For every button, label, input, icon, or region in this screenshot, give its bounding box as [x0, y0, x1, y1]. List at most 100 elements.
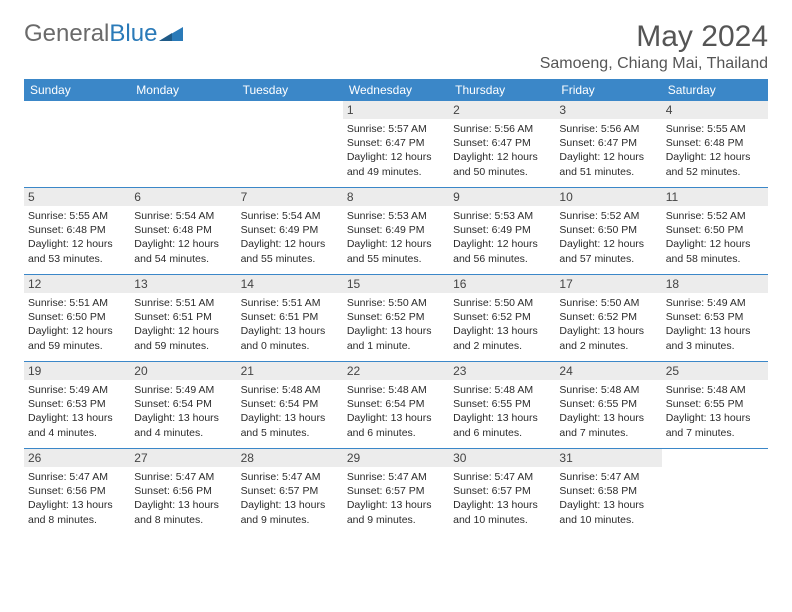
daylight-text: Daylight: 13 hours	[666, 324, 764, 338]
day-cell: 30Sunrise: 5:47 AMSunset: 6:57 PMDayligh…	[449, 449, 555, 535]
sunrise-text: Sunrise: 5:52 AM	[666, 209, 764, 223]
sunset-text: Sunset: 6:50 PM	[28, 310, 126, 324]
day-number: 10	[555, 188, 661, 206]
day-cell	[24, 101, 130, 187]
header: GeneralBlue May 2024 Samoeng, Chiang Mai…	[24, 20, 768, 73]
daylight-text: and 50 minutes.	[453, 165, 551, 179]
day-cell: 20Sunrise: 5:49 AMSunset: 6:54 PMDayligh…	[130, 362, 236, 448]
daylight-text: and 56 minutes.	[453, 252, 551, 266]
daylight-text: and 10 minutes.	[453, 513, 551, 527]
month-title: May 2024	[540, 20, 768, 53]
sunset-text: Sunset: 6:57 PM	[241, 484, 339, 498]
sunset-text: Sunset: 6:49 PM	[241, 223, 339, 237]
day-number: 31	[555, 449, 661, 467]
sunrise-text: Sunrise: 5:54 AM	[241, 209, 339, 223]
sunrise-text: Sunrise: 5:52 AM	[559, 209, 657, 223]
daylight-text: Daylight: 13 hours	[241, 498, 339, 512]
day-cell: 18Sunrise: 5:49 AMSunset: 6:53 PMDayligh…	[662, 275, 768, 361]
daylight-text: Daylight: 12 hours	[559, 150, 657, 164]
day-number: 8	[343, 188, 449, 206]
sunset-text: Sunset: 6:53 PM	[666, 310, 764, 324]
weekday-header: Thursday	[449, 79, 555, 101]
day-cell: 12Sunrise: 5:51 AMSunset: 6:50 PMDayligh…	[24, 275, 130, 361]
daylight-text: Daylight: 13 hours	[347, 498, 445, 512]
daylight-text: and 5 minutes.	[241, 426, 339, 440]
day-number: 14	[237, 275, 343, 293]
day-cell: 13Sunrise: 5:51 AMSunset: 6:51 PMDayligh…	[130, 275, 236, 361]
sunrise-text: Sunrise: 5:47 AM	[347, 470, 445, 484]
weekday-header-row: Sunday Monday Tuesday Wednesday Thursday…	[24, 79, 768, 101]
day-number: 25	[662, 362, 768, 380]
sunrise-text: Sunrise: 5:50 AM	[347, 296, 445, 310]
daylight-text: Daylight: 13 hours	[241, 411, 339, 425]
day-number: 22	[343, 362, 449, 380]
sunset-text: Sunset: 6:54 PM	[134, 397, 232, 411]
day-cell: 8Sunrise: 5:53 AMSunset: 6:49 PMDaylight…	[343, 188, 449, 274]
day-number: 19	[24, 362, 130, 380]
sunset-text: Sunset: 6:52 PM	[559, 310, 657, 324]
sunset-text: Sunset: 6:57 PM	[453, 484, 551, 498]
day-cell: 22Sunrise: 5:48 AMSunset: 6:54 PMDayligh…	[343, 362, 449, 448]
day-cell: 16Sunrise: 5:50 AMSunset: 6:52 PMDayligh…	[449, 275, 555, 361]
location-label: Samoeng, Chiang Mai, Thailand	[540, 55, 768, 73]
day-cell: 11Sunrise: 5:52 AMSunset: 6:50 PMDayligh…	[662, 188, 768, 274]
day-number: 20	[130, 362, 236, 380]
daylight-text: Daylight: 12 hours	[134, 324, 232, 338]
daylight-text: and 58 minutes.	[666, 252, 764, 266]
sunrise-text: Sunrise: 5:54 AM	[134, 209, 232, 223]
sunrise-text: Sunrise: 5:53 AM	[347, 209, 445, 223]
sunrise-text: Sunrise: 5:48 AM	[666, 383, 764, 397]
daylight-text: and 4 minutes.	[134, 426, 232, 440]
sunset-text: Sunset: 6:55 PM	[453, 397, 551, 411]
weekday-header: Tuesday	[237, 79, 343, 101]
sunrise-text: Sunrise: 5:50 AM	[559, 296, 657, 310]
day-number: 21	[237, 362, 343, 380]
day-cell: 25Sunrise: 5:48 AMSunset: 6:55 PMDayligh…	[662, 362, 768, 448]
sunset-text: Sunset: 6:54 PM	[347, 397, 445, 411]
day-number: 28	[237, 449, 343, 467]
daylight-text: and 52 minutes.	[666, 165, 764, 179]
sunset-text: Sunset: 6:50 PM	[666, 223, 764, 237]
daylight-text: and 59 minutes.	[28, 339, 126, 353]
sunset-text: Sunset: 6:47 PM	[559, 136, 657, 150]
daylight-text: Daylight: 12 hours	[453, 237, 551, 251]
daylight-text: and 53 minutes.	[28, 252, 126, 266]
week-row: 19Sunrise: 5:49 AMSunset: 6:53 PMDayligh…	[24, 361, 768, 448]
sunset-text: Sunset: 6:55 PM	[666, 397, 764, 411]
sunrise-text: Sunrise: 5:47 AM	[28, 470, 126, 484]
day-number: 5	[24, 188, 130, 206]
day-cell: 1Sunrise: 5:57 AMSunset: 6:47 PMDaylight…	[343, 101, 449, 187]
sunset-text: Sunset: 6:55 PM	[559, 397, 657, 411]
sunset-text: Sunset: 6:48 PM	[666, 136, 764, 150]
daylight-text: and 1 minute.	[347, 339, 445, 353]
sunset-text: Sunset: 6:51 PM	[241, 310, 339, 324]
weekday-header: Monday	[130, 79, 236, 101]
sunset-text: Sunset: 6:54 PM	[241, 397, 339, 411]
week-row: 12Sunrise: 5:51 AMSunset: 6:50 PMDayligh…	[24, 274, 768, 361]
day-cell: 9Sunrise: 5:53 AMSunset: 6:49 PMDaylight…	[449, 188, 555, 274]
daylight-text: Daylight: 13 hours	[559, 498, 657, 512]
daylight-text: and 59 minutes.	[134, 339, 232, 353]
daylight-text: Daylight: 13 hours	[453, 324, 551, 338]
sunrise-text: Sunrise: 5:47 AM	[559, 470, 657, 484]
sunrise-text: Sunrise: 5:55 AM	[666, 122, 764, 136]
sunrise-text: Sunrise: 5:50 AM	[453, 296, 551, 310]
sunset-text: Sunset: 6:56 PM	[134, 484, 232, 498]
day-cell: 28Sunrise: 5:47 AMSunset: 6:57 PMDayligh…	[237, 449, 343, 535]
header-right: May 2024 Samoeng, Chiang Mai, Thailand	[540, 20, 768, 73]
daylight-text: Daylight: 13 hours	[28, 498, 126, 512]
daylight-text: Daylight: 13 hours	[134, 411, 232, 425]
sunrise-text: Sunrise: 5:47 AM	[453, 470, 551, 484]
daylight-text: Daylight: 13 hours	[241, 324, 339, 338]
day-cell: 21Sunrise: 5:48 AMSunset: 6:54 PMDayligh…	[237, 362, 343, 448]
daylight-text: Daylight: 12 hours	[347, 237, 445, 251]
day-cell: 4Sunrise: 5:55 AMSunset: 6:48 PMDaylight…	[662, 101, 768, 187]
sunrise-text: Sunrise: 5:49 AM	[666, 296, 764, 310]
daylight-text: and 2 minutes.	[559, 339, 657, 353]
day-cell: 2Sunrise: 5:56 AMSunset: 6:47 PMDaylight…	[449, 101, 555, 187]
sunrise-text: Sunrise: 5:47 AM	[134, 470, 232, 484]
day-number: 11	[662, 188, 768, 206]
sunset-text: Sunset: 6:52 PM	[347, 310, 445, 324]
day-cell: 19Sunrise: 5:49 AMSunset: 6:53 PMDayligh…	[24, 362, 130, 448]
sunset-text: Sunset: 6:49 PM	[453, 223, 551, 237]
